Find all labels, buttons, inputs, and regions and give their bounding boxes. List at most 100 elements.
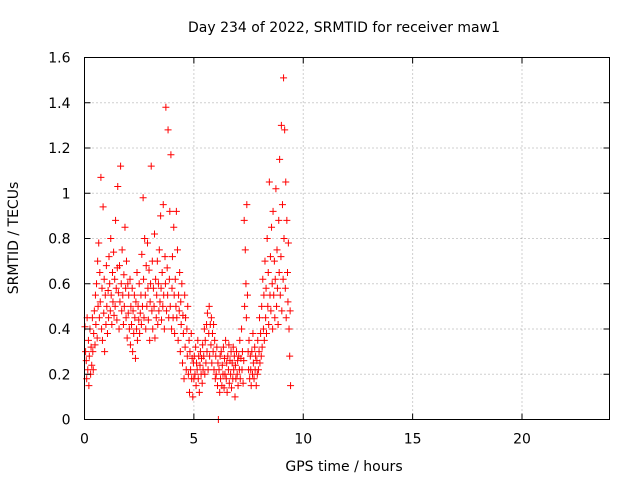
data-point	[114, 289, 122, 297]
data-point	[240, 216, 248, 224]
data-point	[174, 336, 182, 344]
data-point	[202, 359, 210, 367]
data-point	[120, 302, 128, 310]
data-point	[84, 336, 92, 344]
data-point	[282, 314, 290, 322]
data-point	[271, 314, 279, 322]
data-point	[179, 330, 187, 338]
data-point	[105, 314, 113, 322]
data-point	[242, 280, 250, 288]
data-point	[163, 307, 171, 315]
data-point	[168, 253, 176, 261]
data-point	[161, 280, 169, 288]
y-tick-label: 1	[62, 186, 71, 202]
data-point	[262, 314, 270, 322]
data-point	[146, 336, 154, 344]
data-point	[118, 307, 126, 315]
data-point	[227, 370, 235, 378]
data-point	[268, 280, 276, 288]
data-point	[94, 302, 102, 310]
data-point	[184, 370, 192, 378]
data-point	[203, 309, 211, 317]
data-point	[266, 253, 274, 261]
data-point	[150, 302, 158, 310]
data-point	[120, 271, 128, 279]
chart-title: Day 234 of 2022, SRMTID for receiver maw…	[188, 20, 500, 36]
data-point	[106, 280, 114, 288]
data-point	[113, 316, 121, 324]
data-point	[182, 314, 190, 322]
data-point	[263, 330, 270, 338]
data-point	[129, 348, 137, 356]
data-point	[236, 336, 244, 344]
data-point	[173, 314, 181, 322]
data-point	[145, 266, 153, 274]
data-point	[129, 307, 137, 315]
data-point	[181, 343, 189, 351]
data-point	[96, 268, 104, 276]
data-point	[192, 343, 200, 351]
data-point	[228, 384, 235, 392]
data-point	[286, 307, 294, 315]
data-point	[271, 275, 279, 283]
data-point	[258, 302, 266, 310]
data-point	[167, 151, 175, 159]
data-point	[159, 302, 167, 310]
data-point	[149, 325, 157, 333]
data-point	[274, 320, 282, 328]
data-point	[185, 336, 193, 344]
data-point	[199, 341, 207, 349]
data-point	[123, 334, 131, 342]
data-point	[208, 330, 216, 338]
data-point	[210, 320, 218, 328]
data-point	[236, 375, 244, 383]
data-point	[148, 307, 156, 315]
data-point	[286, 352, 294, 360]
data-point	[125, 325, 133, 333]
data-point	[141, 235, 149, 242]
data-point	[251, 343, 259, 351]
data-point	[264, 268, 272, 276]
data-point	[162, 103, 170, 111]
marker-layer	[81, 74, 295, 423]
data-point	[281, 126, 289, 134]
data-point	[194, 336, 202, 344]
data-point	[187, 330, 195, 338]
data-point	[87, 343, 95, 351]
data-point	[194, 375, 202, 383]
data-point	[133, 268, 141, 276]
data-point	[91, 341, 99, 349]
data-point	[259, 325, 267, 333]
data-point	[141, 291, 149, 299]
data-point	[132, 298, 140, 306]
data-point	[90, 307, 98, 315]
data-point	[287, 382, 295, 390]
data-point	[222, 375, 230, 383]
data-point	[107, 291, 115, 299]
data-point	[204, 366, 212, 374]
data-point	[249, 330, 257, 338]
data-point	[98, 284, 106, 292]
data-point	[262, 284, 270, 292]
data-point	[147, 280, 155, 288]
data-point	[177, 320, 185, 328]
data-point	[133, 336, 141, 344]
data-point	[136, 309, 144, 317]
data-point	[191, 370, 199, 378]
y-tick-label: 0.6	[48, 277, 70, 293]
data-point	[124, 309, 132, 317]
data-point	[257, 352, 265, 360]
data-point	[243, 291, 251, 299]
data-point	[240, 357, 248, 365]
data-point	[130, 330, 138, 338]
data-point	[243, 201, 251, 209]
data-point	[153, 291, 161, 299]
data-point	[126, 341, 134, 349]
data-point	[171, 330, 179, 338]
data-point	[110, 311, 118, 319]
data-point	[269, 325, 277, 333]
data-point	[257, 330, 265, 338]
data-point	[85, 382, 93, 390]
data-point	[264, 302, 272, 310]
